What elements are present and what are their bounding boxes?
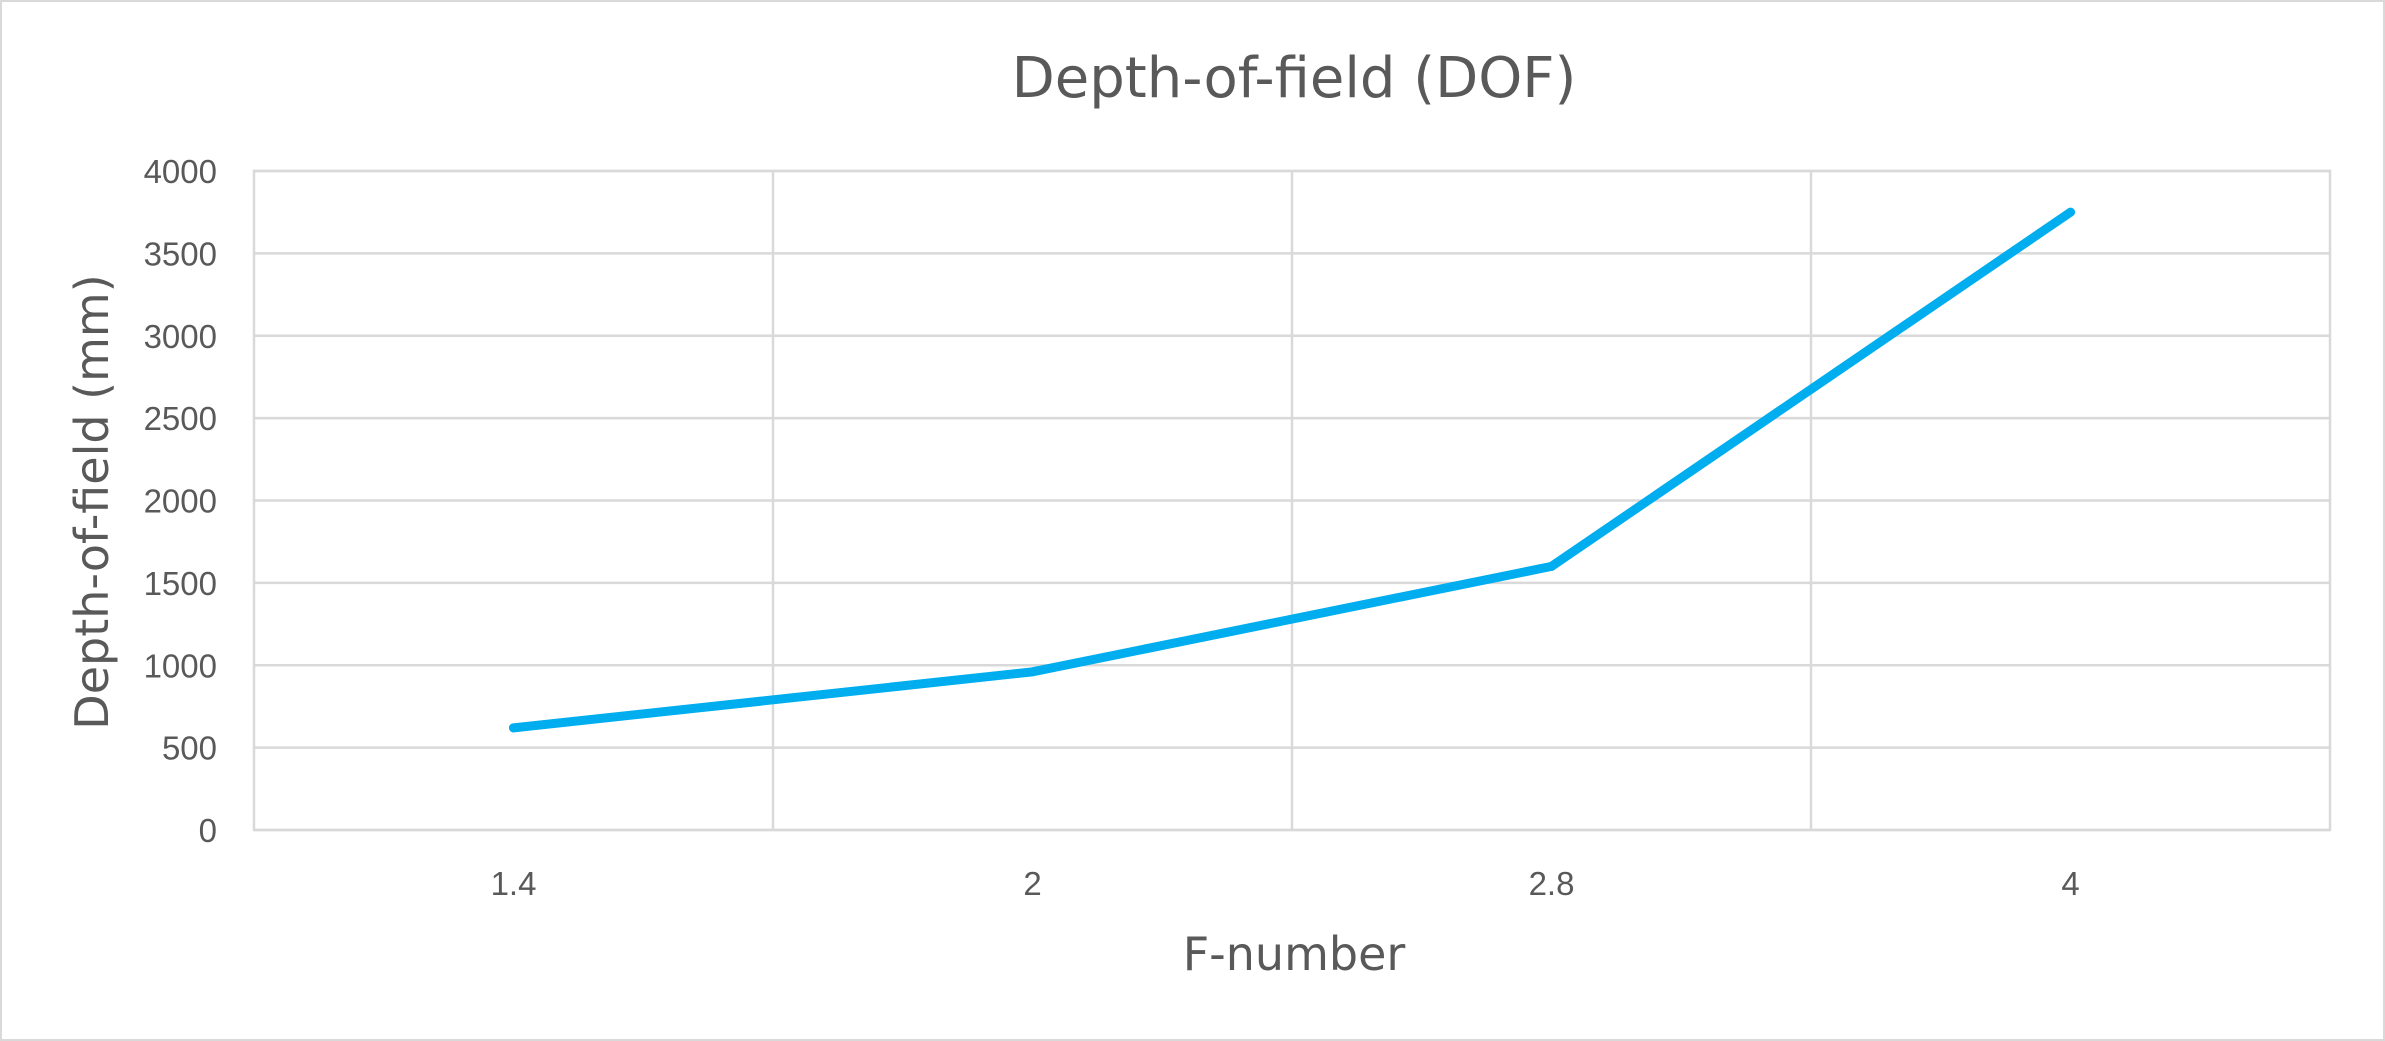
plot-area [252,169,2332,832]
y-tick-label: 3000 [144,318,217,355]
data-point [1547,561,1556,571]
x-tick-label: 1.4 [491,865,537,902]
y-tick-label: 3500 [144,235,217,272]
y-axis-title: Depth-of-field (mm) [65,274,119,729]
y-tick-label: 1000 [144,647,217,684]
series-layer [509,207,2075,733]
x-axis-title: F-number [1183,927,1406,981]
gridlines [254,169,2330,832]
x-axis-ticks: 1.4 2 2.8 4 [491,865,2080,902]
y-tick-label: 1500 [144,565,217,602]
y-tick-label: 500 [162,730,217,767]
y-tick-label: 4000 [144,153,217,190]
data-point [1028,667,1037,677]
y-tick-label: 2500 [144,400,217,437]
data-point [509,723,518,733]
y-tick-label: 2000 [144,483,217,520]
x-tick-label: 2.8 [1529,865,1575,902]
y-axis-ticks: 0 500 1000 1500 2000 2500 3000 3500 4000 [144,153,217,849]
y-tick-label: 0 [199,812,217,849]
chart-title: Depth-of-field (DOF) [1012,46,1577,111]
x-tick-label: 4 [2061,865,2079,902]
series-line [509,207,2075,733]
data-point [2066,207,2075,217]
x-tick-label: 2 [1023,865,1041,902]
